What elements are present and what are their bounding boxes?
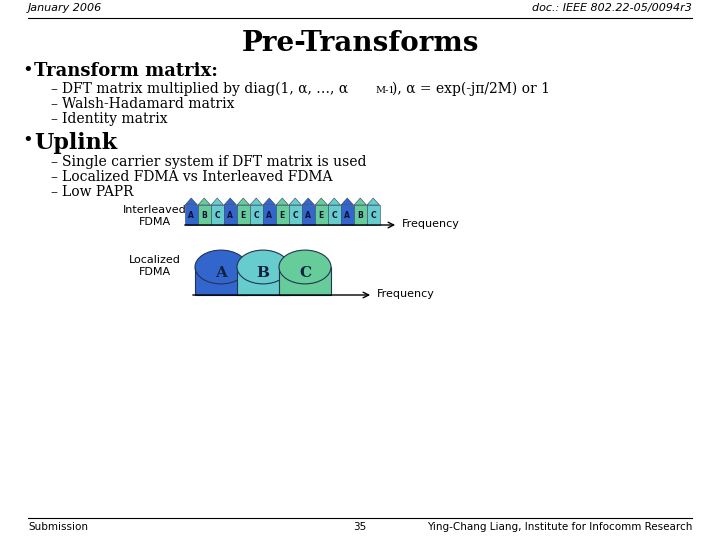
Text: C: C: [292, 211, 298, 219]
Text: M-1: M-1: [375, 86, 395, 95]
Bar: [315, 205, 328, 225]
Bar: [224, 205, 236, 225]
Text: Pre-Transforms: Pre-Transforms: [241, 30, 479, 57]
Text: A: A: [228, 211, 233, 219]
Bar: [341, 205, 354, 225]
Text: Frequency: Frequency: [402, 219, 460, 229]
Text: DFT matrix multiplied by diag(1, α, …, α: DFT matrix multiplied by diag(1, α, …, α: [62, 82, 348, 97]
Text: doc.: IEEE 802.22-05/0094r3: doc.: IEEE 802.22-05/0094r3: [532, 3, 692, 13]
Text: January 2006: January 2006: [28, 3, 102, 13]
Text: Uplink: Uplink: [34, 132, 117, 154]
Text: Transform matrix:: Transform matrix:: [34, 62, 218, 80]
Polygon shape: [237, 198, 250, 205]
Text: Interleaved
FDMA: Interleaved FDMA: [123, 205, 187, 227]
Bar: [198, 205, 210, 225]
Polygon shape: [224, 198, 236, 205]
Text: A: A: [189, 211, 194, 219]
Bar: [250, 205, 263, 225]
Text: A: A: [344, 211, 350, 219]
Polygon shape: [341, 198, 354, 205]
Bar: [237, 205, 250, 225]
Text: A: A: [215, 266, 227, 280]
Text: 35: 35: [354, 522, 366, 532]
Text: C: C: [299, 266, 311, 280]
Text: –: –: [50, 170, 57, 184]
Polygon shape: [250, 198, 263, 205]
Text: •: •: [22, 132, 32, 150]
Polygon shape: [354, 198, 366, 205]
Text: Localized FDMA vs Interleaved FDMA: Localized FDMA vs Interleaved FDMA: [62, 170, 333, 184]
Bar: [185, 205, 197, 225]
Polygon shape: [315, 198, 328, 205]
Bar: [211, 205, 223, 225]
Bar: [195, 267, 247, 295]
Bar: [302, 205, 315, 225]
Bar: [237, 267, 289, 295]
Text: C: C: [370, 211, 376, 219]
Text: Low PAPR: Low PAPR: [62, 185, 133, 199]
Text: –: –: [50, 82, 57, 96]
Text: A: A: [266, 211, 272, 219]
Bar: [289, 205, 302, 225]
Text: –: –: [50, 155, 57, 169]
Bar: [354, 205, 366, 225]
Text: B: B: [202, 211, 207, 219]
Bar: [263, 205, 276, 225]
Polygon shape: [328, 198, 341, 205]
Polygon shape: [367, 198, 379, 205]
Ellipse shape: [237, 250, 289, 284]
Ellipse shape: [195, 250, 247, 284]
Text: Single carrier system if DFT matrix is used: Single carrier system if DFT matrix is u…: [62, 155, 366, 169]
Text: •: •: [22, 62, 32, 80]
Text: Identity matrix: Identity matrix: [62, 112, 168, 126]
Polygon shape: [185, 198, 197, 205]
Text: Frequency: Frequency: [377, 289, 435, 299]
Text: Ying-Chang Liang, Institute for Infocomm Research: Ying-Chang Liang, Institute for Infocomm…: [427, 522, 692, 532]
Text: E: E: [240, 211, 246, 219]
Bar: [279, 267, 331, 295]
Text: –: –: [50, 97, 57, 111]
Text: –: –: [50, 185, 57, 199]
Text: B: B: [256, 266, 269, 280]
Text: –: –: [50, 112, 57, 126]
Text: A: A: [305, 211, 311, 219]
Text: B: B: [357, 211, 363, 219]
Text: Walsh-Hadamard matrix: Walsh-Hadamard matrix: [62, 97, 235, 111]
Text: E: E: [319, 211, 324, 219]
Polygon shape: [211, 198, 223, 205]
Bar: [367, 205, 379, 225]
Polygon shape: [276, 198, 289, 205]
Polygon shape: [263, 198, 276, 205]
Bar: [276, 205, 289, 225]
Text: C: C: [331, 211, 337, 219]
Text: C: C: [215, 211, 220, 219]
Polygon shape: [302, 198, 315, 205]
Polygon shape: [198, 198, 210, 205]
Text: ), α = exp(-jπ/2M) or 1: ), α = exp(-jπ/2M) or 1: [392, 82, 550, 97]
Text: Submission: Submission: [28, 522, 88, 532]
Ellipse shape: [279, 250, 331, 284]
Text: C: C: [253, 211, 259, 219]
Polygon shape: [289, 198, 302, 205]
Text: E: E: [279, 211, 285, 219]
Text: Localized
FDMA: Localized FDMA: [129, 255, 181, 276]
Bar: [328, 205, 341, 225]
